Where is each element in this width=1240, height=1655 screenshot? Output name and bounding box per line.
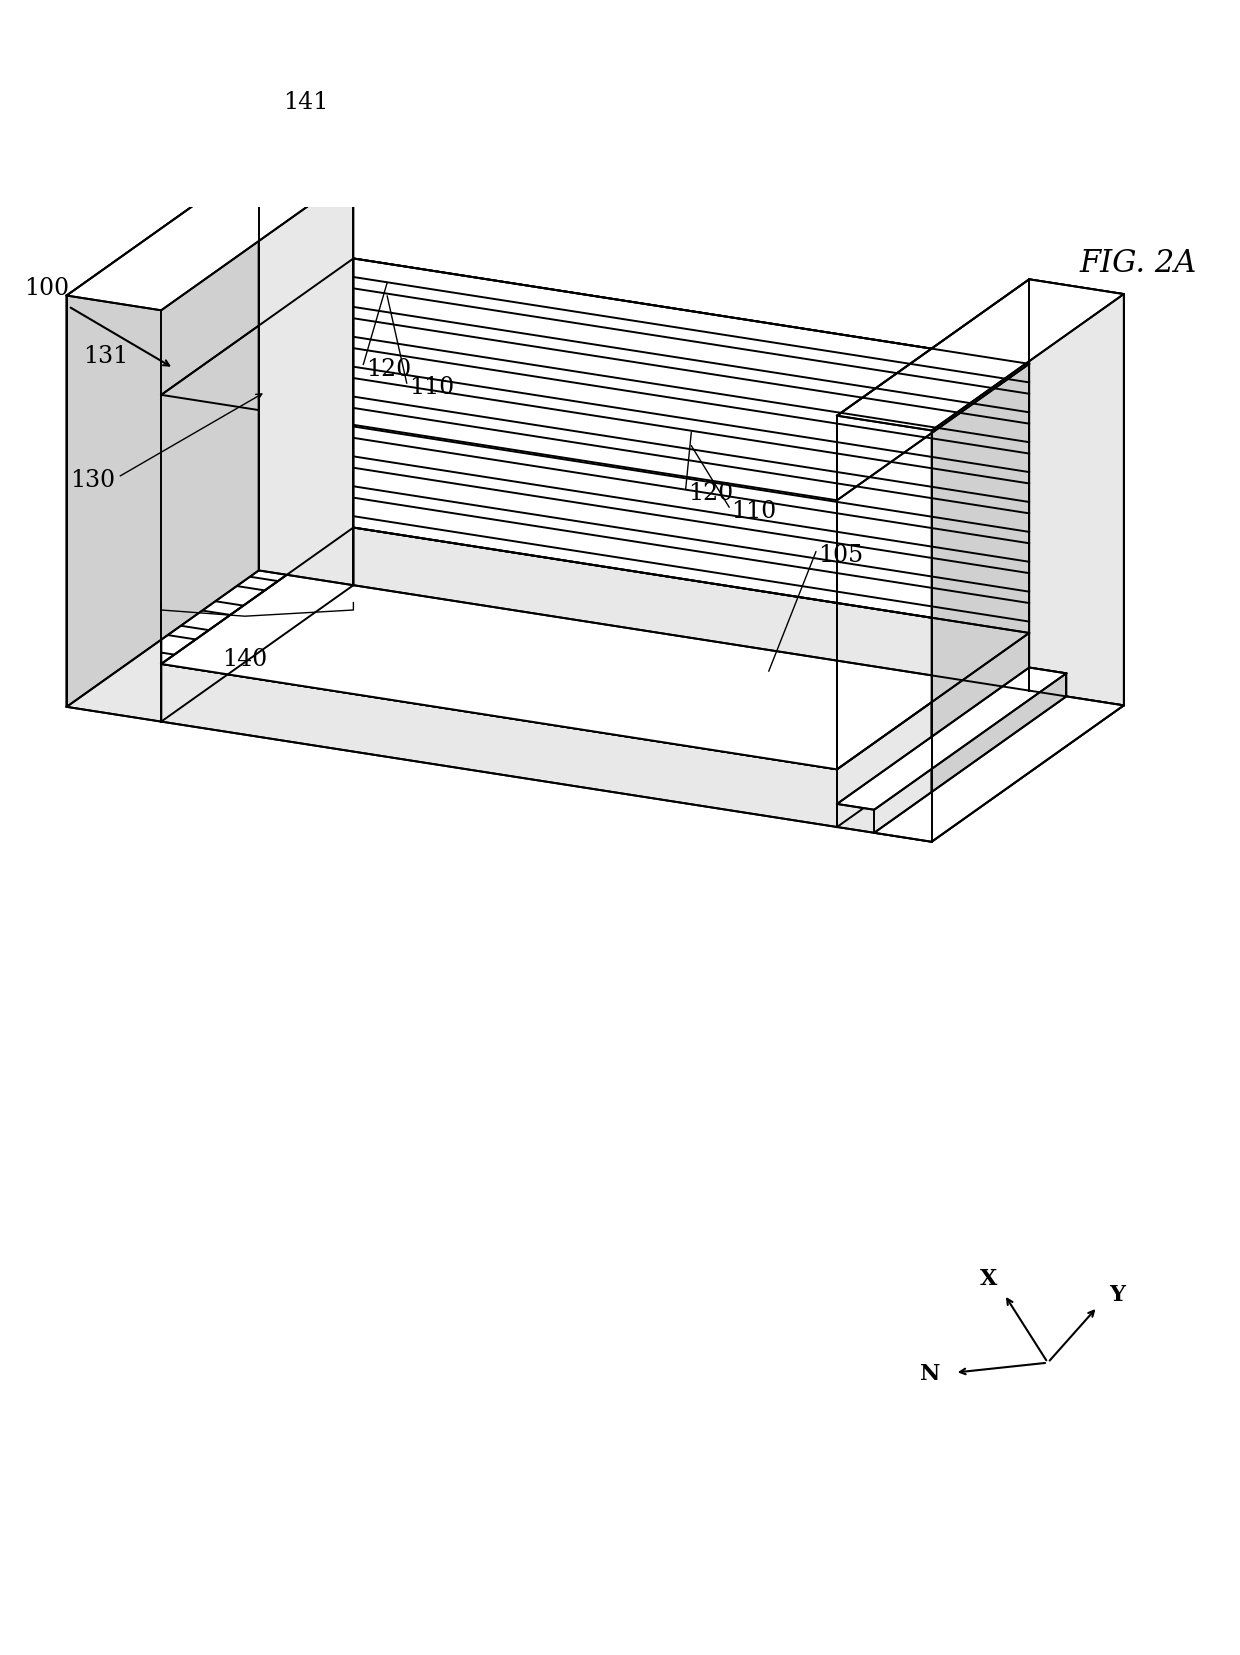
Polygon shape <box>161 396 837 770</box>
Text: X: X <box>980 1268 997 1289</box>
Text: 100: 100 <box>25 276 69 300</box>
Text: 131: 131 <box>83 346 128 367</box>
Text: 120: 120 <box>366 357 410 381</box>
Polygon shape <box>1029 280 1123 707</box>
Polygon shape <box>837 417 931 842</box>
Polygon shape <box>259 161 353 586</box>
Polygon shape <box>837 669 1066 811</box>
Text: 141: 141 <box>284 91 329 114</box>
Text: N: N <box>920 1362 940 1384</box>
Polygon shape <box>874 697 1123 842</box>
Text: 120: 120 <box>688 482 733 505</box>
Polygon shape <box>161 665 837 828</box>
Text: 105: 105 <box>818 543 863 566</box>
Polygon shape <box>67 161 259 707</box>
Polygon shape <box>67 161 353 311</box>
Text: FIG. 2A: FIG. 2A <box>1079 248 1197 280</box>
Text: Y: Y <box>1110 1284 1125 1306</box>
Text: 110: 110 <box>409 376 454 399</box>
Polygon shape <box>931 295 1123 842</box>
Polygon shape <box>353 528 1029 692</box>
Polygon shape <box>837 280 1123 432</box>
Text: 130: 130 <box>71 468 115 492</box>
Polygon shape <box>353 260 1029 634</box>
Text: 140: 140 <box>222 647 268 670</box>
Polygon shape <box>161 260 1029 501</box>
Polygon shape <box>67 296 161 722</box>
Polygon shape <box>161 528 1029 770</box>
Text: 110: 110 <box>732 500 776 523</box>
